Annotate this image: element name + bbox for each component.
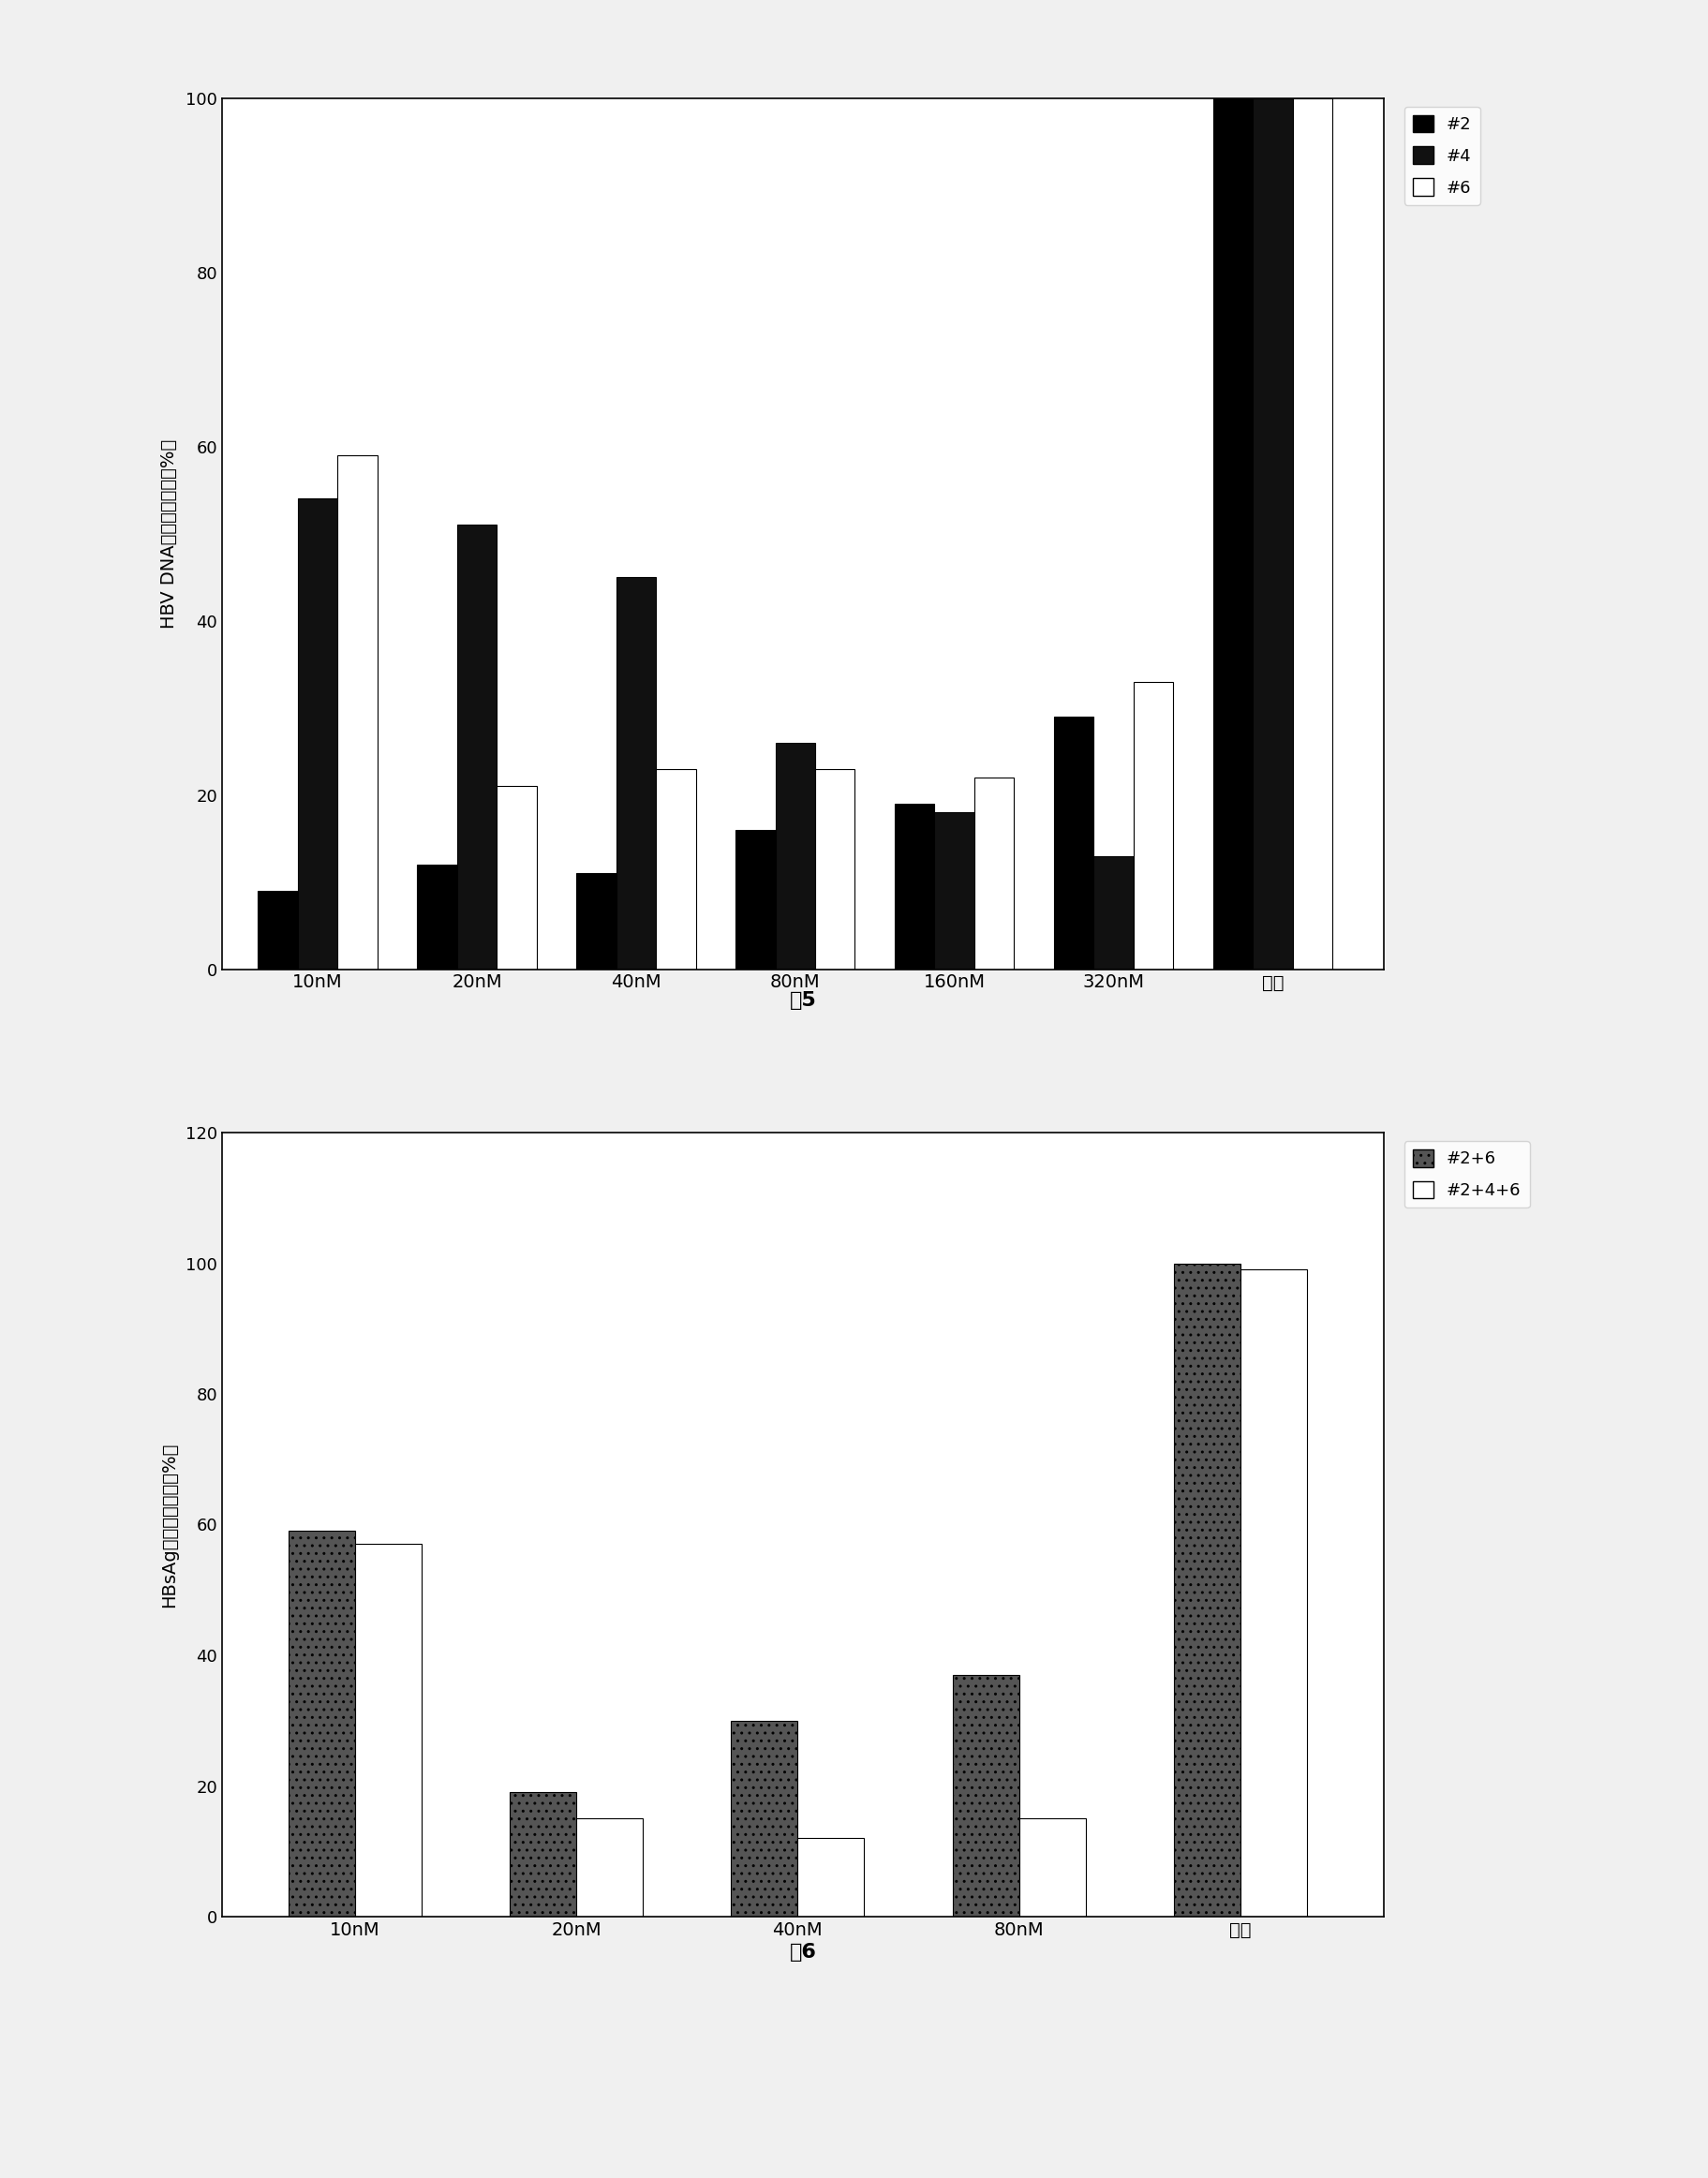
Bar xyxy=(1240,1270,1307,1917)
Bar xyxy=(417,865,456,969)
Bar xyxy=(734,830,775,969)
Bar xyxy=(338,455,377,969)
Text: 图6: 图6 xyxy=(789,1943,816,1962)
Legend: #2, #4, #6: #2, #4, #6 xyxy=(1404,107,1479,205)
Bar xyxy=(974,778,1013,969)
Legend: #2+6, #2+4+6: #2+6, #2+4+6 xyxy=(1404,1141,1529,1209)
Bar xyxy=(617,577,656,969)
Bar xyxy=(1093,856,1132,969)
Bar xyxy=(1173,1263,1240,1917)
Bar xyxy=(576,873,617,969)
Bar xyxy=(951,1675,1018,1917)
Bar xyxy=(497,786,536,969)
Bar xyxy=(1213,98,1252,969)
Y-axis label: HBV DNA相对表达水平（%）: HBV DNA相对表达水平（%） xyxy=(161,440,178,627)
Bar xyxy=(895,804,934,969)
Bar xyxy=(1018,1819,1085,1917)
Bar xyxy=(355,1544,422,1917)
Bar xyxy=(1054,717,1093,969)
Bar xyxy=(1252,98,1291,969)
Bar xyxy=(656,769,695,969)
Text: 图5: 图5 xyxy=(789,991,816,1011)
Bar xyxy=(798,1838,864,1917)
Bar xyxy=(576,1819,642,1917)
Bar xyxy=(456,525,497,969)
Y-axis label: HBsAg相对表达水平（%）: HBsAg相对表达水平（%） xyxy=(161,1442,178,1607)
Bar xyxy=(934,812,974,969)
Bar xyxy=(731,1721,798,1917)
Bar xyxy=(258,891,297,969)
Bar xyxy=(1132,682,1173,969)
Bar xyxy=(775,743,815,969)
Bar xyxy=(509,1792,576,1917)
Bar xyxy=(297,499,338,969)
Bar xyxy=(289,1531,355,1917)
Bar xyxy=(1291,98,1332,969)
Bar xyxy=(815,769,854,969)
